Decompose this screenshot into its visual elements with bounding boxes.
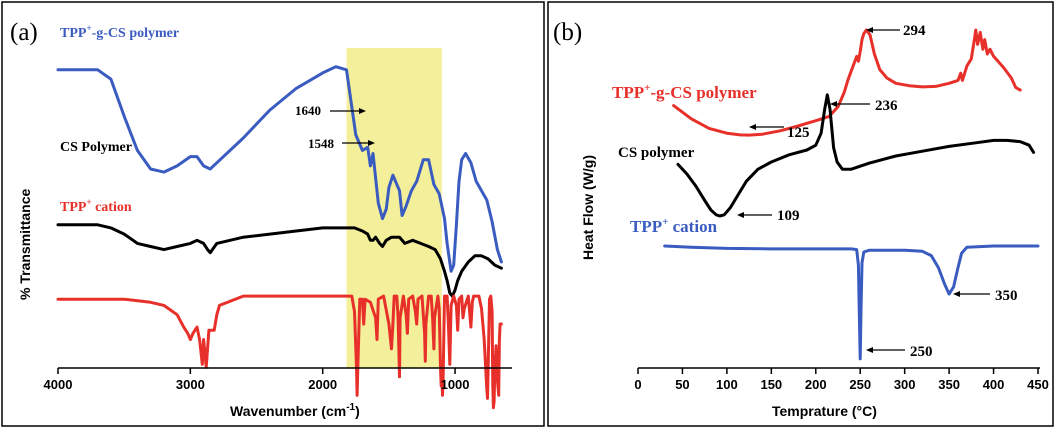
series-line-2	[56, 294, 503, 410]
annotation-250: 250	[866, 344, 933, 360]
series-label-rest: -g-CS polymer	[92, 26, 180, 41]
x-tick-label: 3000	[176, 377, 205, 392]
series-label-base: TPP	[60, 26, 87, 41]
x-tick-label: 150	[760, 377, 782, 392]
series-line-0	[672, 28, 1022, 137]
x-tick-label: 50	[675, 377, 689, 392]
svg-text:1548: 1548	[308, 136, 335, 151]
series-label-base: TPP	[612, 83, 644, 102]
panel-label: (b)	[553, 19, 582, 46]
panel-b: 0 50 100 150 200 250 300 350 400 450 (b) TPP+-g-C…	[547, 1, 1054, 427]
panel-a: 4000 3000 2000 1000 (a) TPP+-g-CS polymer C…	[1, 1, 545, 427]
annotation-236: 236	[830, 98, 898, 114]
series-label-sup: +	[86, 23, 91, 33]
x-tick-label: 300	[894, 377, 916, 392]
x-axis-label: Wavenumber (cm-1)	[230, 402, 360, 419]
series-label-rest: -g-CS polymer	[650, 83, 757, 102]
svg-text:125: 125	[787, 125, 810, 141]
series-label-cs: CS Polymer	[60, 140, 132, 155]
series-line-0	[56, 65, 503, 273]
x-tick-label: 4000	[44, 377, 73, 392]
y-axis-label: Heat Flow (W/g)	[580, 155, 596, 260]
x-tick-label: 0	[634, 377, 641, 392]
annotation-125: 125	[749, 124, 810, 141]
x-tick-label: 400	[983, 377, 1005, 392]
svg-text:1640: 1640	[295, 103, 321, 118]
svg-text:294: 294	[903, 23, 926, 39]
series-label-rest: cation	[92, 200, 132, 215]
series-label-sup: +	[86, 197, 91, 207]
annotation-1548: 1548	[308, 136, 375, 151]
x-tick-label: 200	[805, 377, 827, 392]
series-line-1	[676, 93, 1036, 218]
series-label-cs: CS polymer	[618, 145, 695, 161]
x-tick-label: 1000	[441, 377, 470, 392]
svg-text:350: 350	[995, 288, 1018, 304]
panel-b-frame	[547, 1, 1054, 427]
series-label-base: TPP	[60, 200, 87, 215]
x-tick-label: 250	[849, 377, 871, 392]
panel-label: (a)	[10, 19, 38, 46]
annotation-109: 109	[737, 208, 800, 224]
annotation-294: 294	[866, 23, 926, 39]
annotation-350: 350	[953, 288, 1018, 304]
series-label-tpp-g-cs: TPP+-g-CS polymer	[60, 23, 179, 41]
x-tick-label: 450	[1027, 377, 1049, 392]
y-axis-label: % Transmittance	[17, 189, 33, 300]
series-label-tpp-cation: TPP+ cation	[630, 216, 718, 236]
svg-text:109: 109	[777, 208, 800, 224]
series-label-tpp-cation: TPP+ cation	[60, 197, 132, 215]
x-tick-label: 2000	[308, 377, 337, 392]
series-label-base: TPP	[630, 217, 662, 236]
series-label-tpp-g-cs: TPP+-g-CS polymer	[612, 82, 757, 102]
x-tick-label: 350	[938, 377, 960, 392]
series-label-sup: +	[644, 82, 650, 94]
svg-text:250: 250	[910, 344, 933, 360]
series-line-2	[663, 244, 1040, 361]
series-line-1	[56, 223, 503, 298]
series-label-rest: cation	[668, 217, 717, 236]
panel-a-frame	[1, 1, 545, 427]
annotation-1640: 1640	[295, 103, 366, 118]
x-tick-label: 100	[716, 377, 738, 392]
x-axis-label: Temprature (°C)	[772, 403, 877, 419]
series-label-sup: +	[662, 216, 668, 228]
svg-text:236: 236	[875, 98, 898, 114]
